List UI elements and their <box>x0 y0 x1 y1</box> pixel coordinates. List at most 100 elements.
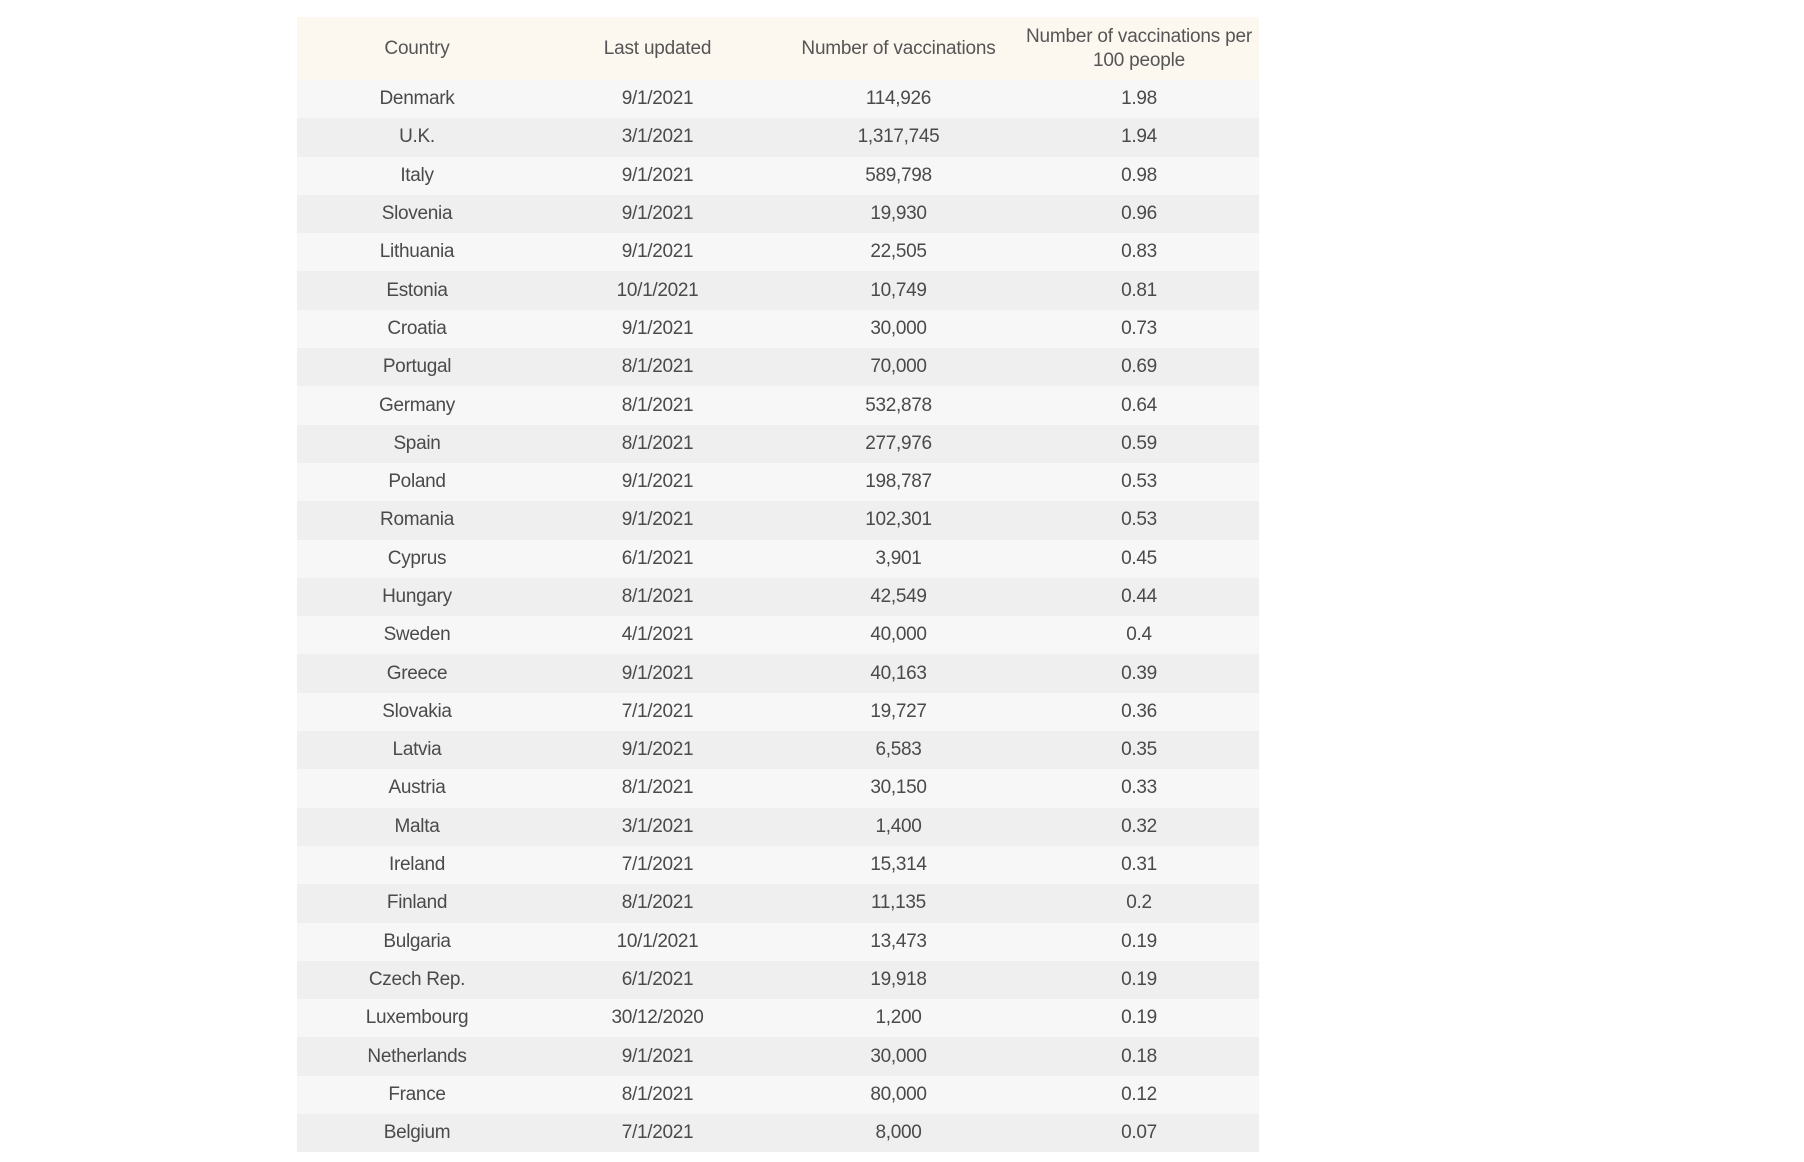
cell-last-updated: 8/1/2021 <box>621 394 694 416</box>
cell-vaccinations: 10,749 <box>870 279 927 301</box>
cell-per-100: 0.81 <box>1121 279 1157 301</box>
cell-vaccinations: 3,901 <box>875 547 922 569</box>
cell-country: Denmark <box>379 88 455 110</box>
table-row: Poland 9/1/2021 198,787 0.53 <box>297 462 1259 502</box>
cell-country: Spain <box>393 432 441 454</box>
column-header-last-updated: Last updated <box>603 37 712 59</box>
cell-last-updated: 7/1/2021 <box>621 1122 694 1144</box>
cell-country: Netherlands <box>367 1045 467 1067</box>
table-body: Denmark 9/1/2021 114,926 1.98 U.K. 3/1/2021 1,… <box>297 80 1259 1153</box>
cell-last-updated: 8/1/2021 <box>621 586 694 607</box>
cell-country: France <box>388 1083 446 1105</box>
cell-country: Estonia <box>386 279 448 301</box>
cell-last-updated: 3/1/2021 <box>621 815 694 837</box>
cell-per-100: 0.39 <box>1121 662 1157 684</box>
cell-per-100: 0.4 <box>1126 624 1152 646</box>
cell-last-updated: 6/1/2021 <box>621 968 694 990</box>
cell-per-100: 0.64 <box>1121 394 1157 416</box>
cell-vaccinations: 19,930 <box>870 203 927 225</box>
cell-last-updated: 30/12/2020 <box>611 1007 704 1029</box>
cell-country: Portugal <box>382 356 452 378</box>
cell-per-100: 0.83 <box>1121 241 1157 263</box>
table-row: Greece 9/1/2021 40,163 0.39 <box>297 654 1259 693</box>
cell-vaccinations: 1,400 <box>875 815 922 837</box>
table-row: Italy 9/1/2021 589,798 0.98 <box>297 156 1259 195</box>
cell-vaccinations: 22,505 <box>870 241 927 263</box>
table-row: Austria 8/1/2021 30,150 0.33 <box>297 769 1259 808</box>
cell-country: Hungary <box>382 586 452 607</box>
cell-per-100: 0.45 <box>1121 547 1157 569</box>
cell-last-updated: 9/1/2021 <box>621 739 694 761</box>
cell-vaccinations: 40,163 <box>870 662 927 684</box>
cell-country: Ireland <box>389 854 445 876</box>
cell-vaccinations: 8,000 <box>875 1122 922 1144</box>
cell-vaccinations: 102,301 <box>865 509 932 531</box>
cell-last-updated: 9/1/2021 <box>621 509 694 531</box>
cell-last-updated: 8/1/2021 <box>621 356 694 378</box>
cell-vaccinations: 30,150 <box>870 777 927 799</box>
cell-last-updated: 9/1/2021 <box>621 203 694 225</box>
table-row: Sweden 4/1/2021 40,000 0.4 <box>297 616 1259 655</box>
cell-per-100: 1.94 <box>1121 126 1157 148</box>
table-row: Finland 8/1/2021 11,135 0.2 <box>297 884 1259 923</box>
cell-per-100: 0.35 <box>1121 739 1157 761</box>
cell-country: Germany <box>378 394 456 416</box>
cell-last-updated: 3/1/2021 <box>621 126 694 148</box>
cell-country: Finland <box>386 892 448 914</box>
header-row: Country Last updated Number of vaccinati… <box>297 17 1259 80</box>
cell-vaccinations: 40,000 <box>870 624 927 646</box>
cell-per-100: 0.07 <box>1121 1122 1157 1144</box>
table-row: Cyprus 6/1/2021 3,901 0.45 <box>297 539 1259 578</box>
cell-country: Bulgaria <box>383 930 451 952</box>
cell-per-100: 0.32 <box>1121 815 1157 837</box>
cell-last-updated: 9/1/2021 <box>621 317 694 339</box>
cell-country: Slovenia <box>381 203 453 225</box>
cell-vaccinations: 198,787 <box>865 471 932 493</box>
cell-vaccinations: 11,135 <box>871 892 926 914</box>
cell-last-updated: 8/1/2021 <box>621 1083 694 1105</box>
column-header-per-100: Number of vaccinations per 100 people <box>1025 25 1253 71</box>
vaccination-table: Country Last updated Number of vaccinati… <box>297 17 1259 1153</box>
cell-per-100: 0.19 <box>1121 968 1157 990</box>
cell-vaccinations: 6,583 <box>875 739 922 761</box>
cell-per-100: 0.12 <box>1121 1083 1157 1105</box>
table-row: Bulgaria 10/1/2021 13,473 0.19 <box>297 922 1259 961</box>
cell-vaccinations: 532,878 <box>865 394 932 416</box>
cell-vaccinations: 277,976 <box>865 432 932 454</box>
column-header-country: Country <box>384 37 450 59</box>
cell-per-100: 0.19 <box>1121 930 1157 952</box>
cell-country: Croatia <box>387 317 447 339</box>
cell-country: Latvia <box>392 739 442 761</box>
cell-vaccinations: 30,000 <box>870 317 927 339</box>
cell-vaccinations: 1,317,745 <box>857 126 940 148</box>
table-row: Czech Rep. 6/1/2021 19,918 0.19 <box>297 960 1259 1000</box>
cell-last-updated: 4/1/2021 <box>621 624 694 646</box>
cell-per-100: 0.53 <box>1121 471 1157 493</box>
table-row: U.K. 3/1/2021 1,317,745 1.94 <box>297 118 1259 157</box>
table-row: Malta 3/1/2021 1,400 0.32 <box>297 807 1259 846</box>
cell-country: Cyprus <box>387 547 447 569</box>
cell-country: Luxembourg <box>365 1007 469 1029</box>
table-row: Belgium 7/1/2021 8,000 0.07 <box>297 1114 1259 1153</box>
cell-last-updated: 7/1/2021 <box>621 700 694 722</box>
cell-last-updated: 8/1/2021 <box>621 777 694 799</box>
table-row: Netherlands 9/1/2021 30,000 0.18 <box>297 1037 1259 1076</box>
cell-country: Slovakia <box>382 700 452 722</box>
table-row: Luxembourg 30/12/2020 1,200 0.19 <box>297 999 1259 1038</box>
cell-vaccinations: 589,798 <box>865 164 932 186</box>
cell-per-100: 0.36 <box>1121 700 1157 722</box>
cell-last-updated: 10/1/2021 <box>616 279 699 301</box>
cell-per-100: 0.69 <box>1121 356 1157 378</box>
cell-per-100: 0.33 <box>1121 777 1157 799</box>
cell-country: Austria <box>388 777 446 799</box>
cell-last-updated: 9/1/2021 <box>621 1045 694 1067</box>
cell-country: Malta <box>394 815 440 837</box>
table-row: France 8/1/2021 80,000 0.12 <box>297 1075 1259 1115</box>
cell-per-100: 1.98 <box>1121 88 1157 110</box>
table-row: Lithuania 9/1/2021 22,505 0.83 <box>297 233 1259 272</box>
cell-per-100: 0.98 <box>1121 164 1157 186</box>
cell-country: Romania <box>380 509 454 531</box>
cell-country: Lithuania <box>379 241 455 263</box>
cell-per-100: 0.44 <box>1121 586 1157 607</box>
cell-country: Poland <box>388 471 446 493</box>
